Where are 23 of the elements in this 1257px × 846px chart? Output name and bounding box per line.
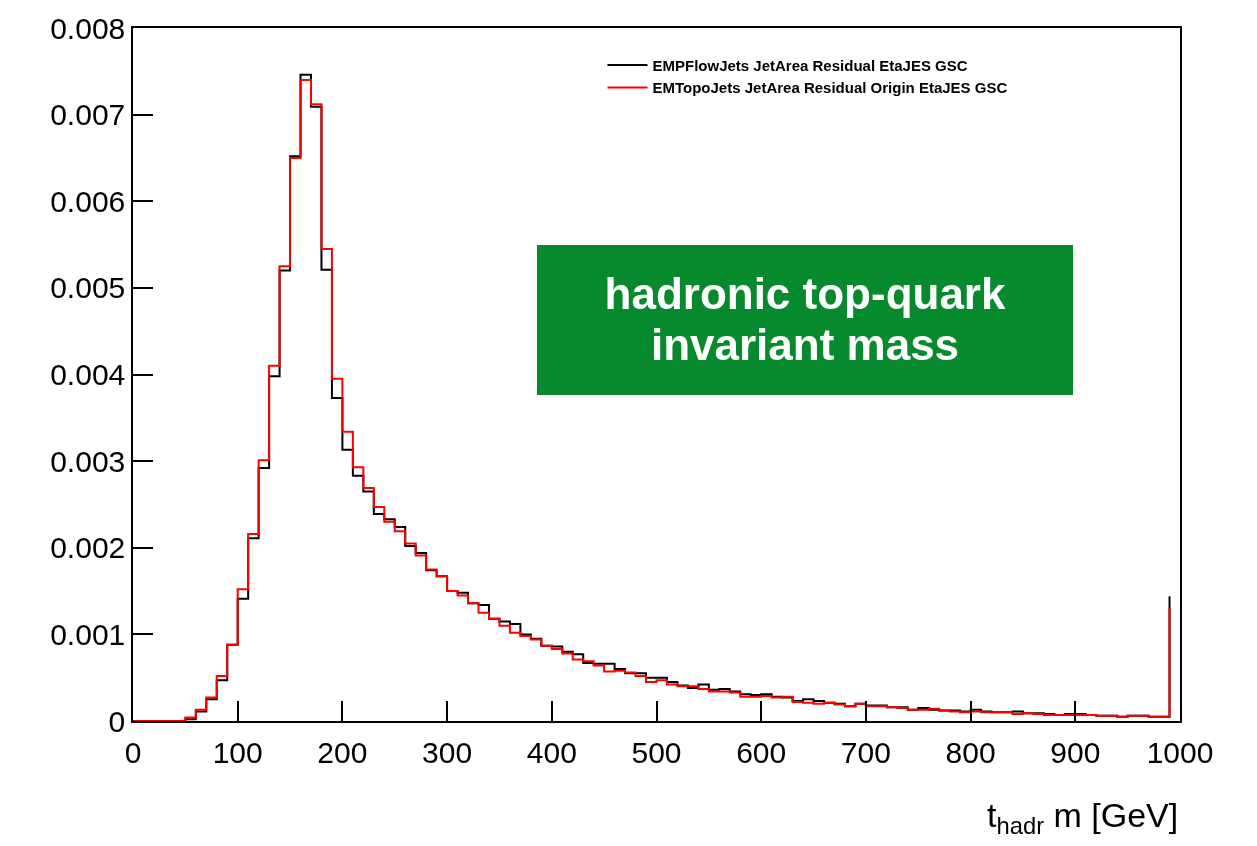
y-tick-label: 0.007	[50, 98, 126, 132]
x-axis-title: t$_{hadr}$ m [GeV]	[987, 796, 1179, 840]
x-tick-label: 300	[422, 735, 473, 769]
x-tick-label: 200	[317, 735, 368, 769]
y-tick-label: 0.003	[50, 444, 126, 478]
y-tick-label: 0.006	[50, 184, 126, 218]
y-tick-label: 0	[108, 704, 126, 738]
x-tick-label: 900	[1050, 735, 1101, 769]
x-tick-label: 800	[945, 735, 996, 769]
legend-label: EMPFlowJets JetArea Residual EtaJES GSC	[652, 56, 968, 74]
x-tick-label: 1000	[1146, 735, 1214, 769]
y-tick-label: 0.005	[50, 271, 126, 305]
y-tick-label: 0.008	[50, 11, 126, 45]
caption-box: hadronic top-quark invariant mass	[537, 245, 1073, 395]
y-tick-label: 0.001	[50, 617, 126, 651]
x-tick-label: 700	[840, 735, 891, 769]
x-tick-label: 500	[631, 735, 682, 769]
x-tick-label: 600	[736, 735, 787, 769]
x-tick-label: 400	[526, 735, 577, 769]
legend-label: EMTopoJets JetArea Residual Origin EtaJES GSC	[652, 79, 1008, 97]
x-tick-label: 100	[212, 735, 263, 769]
y-tick-label: 0.004	[50, 358, 126, 391]
y-tick-label: 0.002	[50, 531, 126, 565]
